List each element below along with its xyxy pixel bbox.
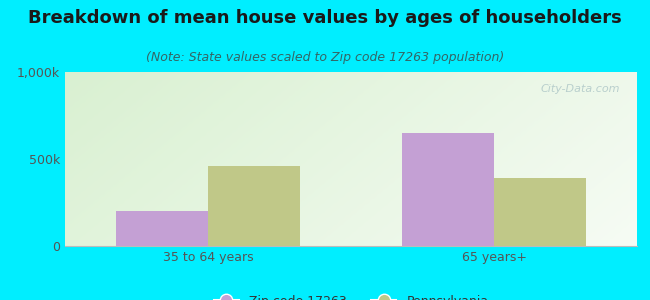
Bar <box>208 166 300 246</box>
Text: (Note: State values scaled to Zip code 17263 population): (Note: State values scaled to Zip code 1… <box>146 51 504 64</box>
Bar <box>494 178 586 246</box>
Text: City-Data.com: City-Data.com <box>540 84 620 94</box>
Bar <box>116 211 208 246</box>
Bar <box>402 133 494 246</box>
Legend: Zip code 17263, Pennsylvania: Zip code 17263, Pennsylvania <box>209 290 493 300</box>
Text: Breakdown of mean house values by ages of householders: Breakdown of mean house values by ages o… <box>28 9 622 27</box>
